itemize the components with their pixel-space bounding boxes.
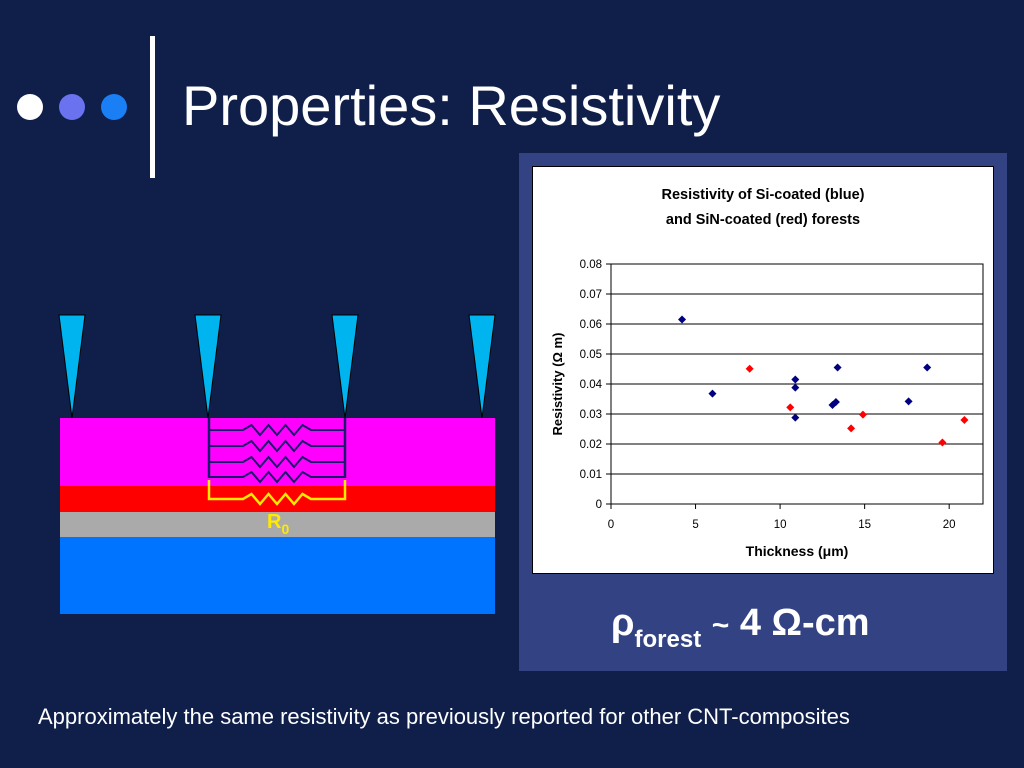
y-tick-label: 0.03 [580,409,602,421]
nav-dot-white [17,94,43,120]
top-composite-layer [60,418,495,486]
probe-tip-1 [58,314,86,419]
chart-box: Resistivity of Si-coated (blue) and SiN-… [532,166,994,574]
probe-tips [58,314,496,419]
x-tick-label: 20 [943,519,956,531]
y-tick-label: 0.05 [580,349,602,361]
x-axis-label: Thickness (μm) [746,543,849,559]
data-point-red [786,403,795,412]
nav-dot-blue [101,94,127,120]
y-tick-label: 0 [596,499,602,511]
nav-dots [17,94,127,120]
scatter-chart: Resistivity of Si-coated (blue) and SiN-… [550,187,984,559]
network-resistor-1 [209,423,345,437]
rho-symbol: ρ [611,602,635,644]
slide-caption: Approximately the same resistivity as pr… [38,704,850,729]
probe-tip-2 [194,314,222,419]
nav-dot-periwinkle [59,94,85,120]
chart-title-line-2: and SiN-coated (red) forests [666,212,860,228]
gray-layer [60,512,495,537]
y-tick-label: 0.02 [580,439,602,451]
data-point-red [745,364,754,373]
layer-diagram: R0 [58,314,496,614]
slide-title: Properties: Resistivity [182,74,721,137]
x-tick-label: 0 [608,519,614,531]
y-axis-label: Resistivity (Ω m) [550,333,565,436]
red-layer [60,486,495,512]
data-point-blue [791,413,800,422]
network-resistor-3 [209,455,345,469]
y-tick-label: 0.08 [580,259,602,271]
title-divider [150,36,155,178]
data-point-blue [791,383,800,392]
data-point-red [960,416,969,424]
x-axis-ticks: 0 5 10 15 20 [608,504,956,531]
y-tick-label: 0.04 [580,379,603,391]
network-resistor-4 [209,470,345,484]
data-points [678,315,969,447]
network-resistor-2 [209,439,345,453]
data-point-red [938,438,947,447]
data-point-blue [833,363,842,372]
data-point-blue [678,315,687,324]
data-point-blue [904,397,913,406]
data-point-blue [708,389,717,398]
x-tick-label: 10 [774,519,787,531]
y-tick-label: 0.07 [580,289,602,301]
forest-resistivity-result: ρforest ~ 4 Ω-cm [611,602,870,654]
probe-tip-3 [331,314,359,419]
substrate-layer [60,537,495,614]
rho-value: 4 Ω-cm [739,602,870,644]
data-point-red [847,424,856,433]
x-tick-label: 15 [858,519,871,531]
rho-subscript: forest [634,626,702,653]
r0-label: R0 [267,511,289,537]
data-point-red [858,410,867,419]
data-point-blue [831,398,840,406]
probe-tip-4 [468,314,496,419]
y-tick-label: 0.01 [580,469,602,481]
chart-gridlines [611,263,983,505]
data-point-blue [791,375,800,384]
y-axis-ticks: 0 0.01 0.02 0.03 0.04 0.05 0.06 0.07 0.08 [580,259,611,511]
r0-resistor [207,480,347,506]
approx-symbol: ~ [711,609,730,642]
chart-title-line-1: Resistivity of Si-coated (blue) [661,187,864,203]
y-tick-label: 0.06 [580,319,602,331]
x-tick-label: 5 [692,519,698,531]
data-point-blue [923,363,932,372]
resistor-network [207,418,347,484]
